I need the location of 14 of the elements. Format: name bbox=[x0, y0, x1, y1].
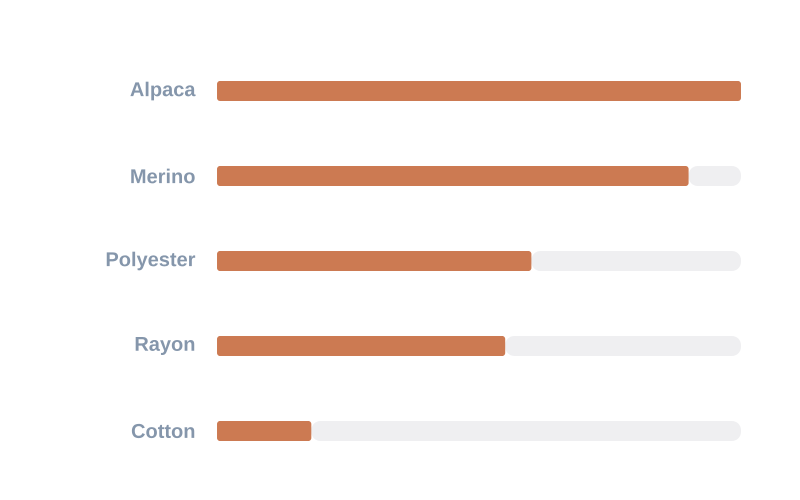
y-tick-label: Rayon bbox=[136, 337, 194, 355]
bar bbox=[217, 250, 532, 271]
bar bbox=[688, 166, 741, 186]
bar bbox=[217, 81, 741, 101]
y-tick-label: Merino bbox=[131, 168, 195, 184]
bar bbox=[311, 420, 741, 441]
y-tick-label: Polyester bbox=[106, 252, 196, 270]
bar bbox=[217, 336, 506, 356]
bar bbox=[505, 336, 741, 356]
bar bbox=[217, 420, 312, 441]
y-tick-label: Cotton bbox=[132, 424, 194, 438]
y-tick-label: Alpaca bbox=[130, 82, 196, 100]
bar bbox=[531, 250, 741, 271]
bar bbox=[217, 166, 689, 186]
